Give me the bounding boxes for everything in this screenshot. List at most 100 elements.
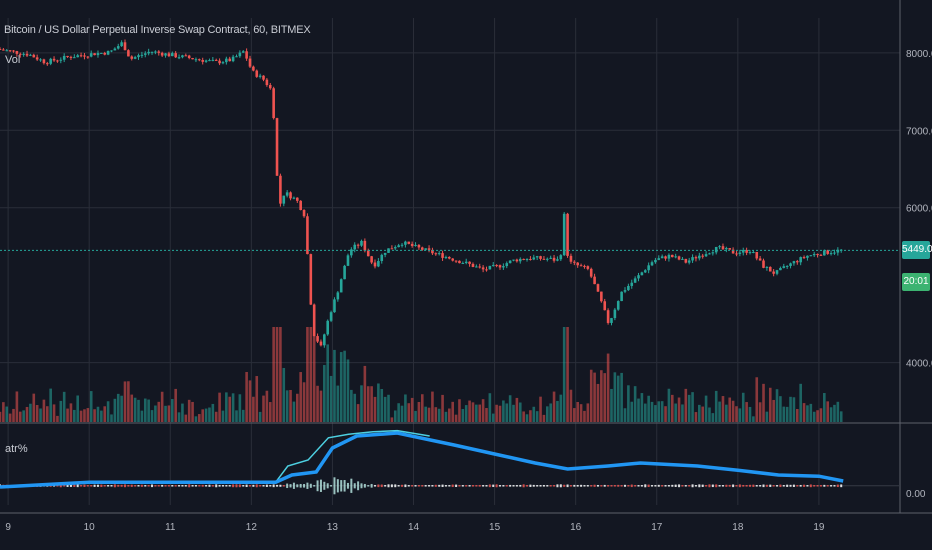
volume-bar xyxy=(545,406,549,422)
candle-body xyxy=(12,50,15,52)
candle-body xyxy=(768,266,772,272)
candlesticks xyxy=(0,39,843,348)
volume-bar xyxy=(444,411,448,422)
volume-bar xyxy=(549,403,552,422)
candle-body xyxy=(143,53,147,55)
candle-body xyxy=(312,304,316,337)
candle-body xyxy=(431,249,434,254)
atr-histogram-bar xyxy=(252,484,255,487)
volume-bar xyxy=(552,391,556,422)
candle-body xyxy=(346,255,350,266)
candle-body xyxy=(495,265,498,267)
candle-body xyxy=(748,252,752,254)
volume-bar xyxy=(725,404,728,422)
volume-bar xyxy=(417,401,421,422)
volume-bar xyxy=(826,401,830,422)
candle-body xyxy=(319,341,323,346)
volume-bar xyxy=(214,411,218,422)
atr-histogram-bar xyxy=(823,484,826,487)
atr-histogram-bar xyxy=(127,484,130,487)
volume-bar xyxy=(670,394,674,422)
volume-bar xyxy=(481,399,485,422)
candle-body xyxy=(248,58,252,67)
atr-histogram-bar xyxy=(309,483,312,488)
atr-histogram-bar xyxy=(448,485,451,487)
atr-histogram-bar xyxy=(323,481,326,490)
atr-histogram-bar xyxy=(56,485,59,487)
candle-body xyxy=(525,259,529,261)
atr-histogram-bar xyxy=(657,484,660,487)
atr-histogram-bar xyxy=(563,484,566,487)
candle-body xyxy=(100,52,103,54)
volume-bar xyxy=(302,382,306,422)
atr-histogram-bar xyxy=(83,484,86,487)
volume-bar xyxy=(366,386,370,422)
candle-body xyxy=(424,248,427,250)
candle-body xyxy=(238,52,242,57)
volume-bar xyxy=(566,327,569,422)
candle-body xyxy=(306,216,309,255)
volume-bar xyxy=(2,402,5,422)
atr-histogram-bar xyxy=(681,485,684,487)
candle-body xyxy=(302,210,306,217)
candle-body xyxy=(360,240,363,246)
atr-histogram-bar xyxy=(208,484,211,487)
candle-body xyxy=(823,250,826,256)
volume-bar xyxy=(795,408,799,422)
price-tick-label: 6000.0 xyxy=(906,204,932,215)
volume-bar xyxy=(464,405,468,422)
atr-histogram-bar xyxy=(617,484,620,487)
candle-body xyxy=(745,249,748,253)
candle-body xyxy=(795,261,799,263)
volume-bar xyxy=(211,403,215,422)
volume-bar xyxy=(204,408,208,422)
candle-body xyxy=(25,53,29,56)
candle-body xyxy=(502,266,505,268)
atr-histogram-bar xyxy=(394,484,397,488)
volume-bar xyxy=(694,412,698,422)
volume-bar xyxy=(515,397,519,422)
atr-histogram-bar xyxy=(289,484,292,488)
volume-bar xyxy=(431,391,434,422)
atr-histogram-bar xyxy=(816,485,819,487)
atr-histogram-bar xyxy=(428,485,431,487)
atr-histogram-bar xyxy=(407,485,410,487)
candle-body xyxy=(204,60,208,62)
volume-bar xyxy=(120,395,123,422)
atr-histogram-bar xyxy=(600,485,603,487)
atr-histogram-bar xyxy=(390,484,393,488)
atr-histogram-bar xyxy=(833,485,836,487)
volume-bar xyxy=(66,408,69,422)
candle-body xyxy=(170,53,174,57)
atr-histogram-bar xyxy=(678,484,681,488)
atr-histogram-bar xyxy=(529,484,532,487)
atr-histogram-bar xyxy=(840,484,843,488)
candle-body xyxy=(522,258,525,260)
candle-body xyxy=(674,256,677,258)
volume-bar xyxy=(589,369,593,422)
atr-histogram-bar xyxy=(553,485,556,487)
candle-body xyxy=(177,57,181,59)
volume-bar xyxy=(698,404,701,422)
candle-body xyxy=(819,254,823,256)
volume-bar xyxy=(218,392,221,422)
volume-bar xyxy=(728,397,732,422)
volume-bar xyxy=(802,403,806,422)
atr-histogram-bar xyxy=(363,483,366,488)
volume-bars xyxy=(0,327,843,422)
volume-bar xyxy=(704,395,708,422)
volume-bar xyxy=(414,410,417,422)
volume-bar xyxy=(133,397,137,422)
candle-body xyxy=(140,54,144,56)
atr-histogram-bar xyxy=(205,485,208,487)
volume-bar xyxy=(238,394,242,422)
atr-histogram-bar xyxy=(124,484,126,488)
volume-bar xyxy=(731,400,735,422)
candle-body xyxy=(245,51,248,59)
atr-histogram-bar xyxy=(651,485,654,487)
atr-histogram-bar xyxy=(225,485,228,487)
candle-body xyxy=(127,50,130,57)
atr-histogram-bar xyxy=(137,485,140,487)
